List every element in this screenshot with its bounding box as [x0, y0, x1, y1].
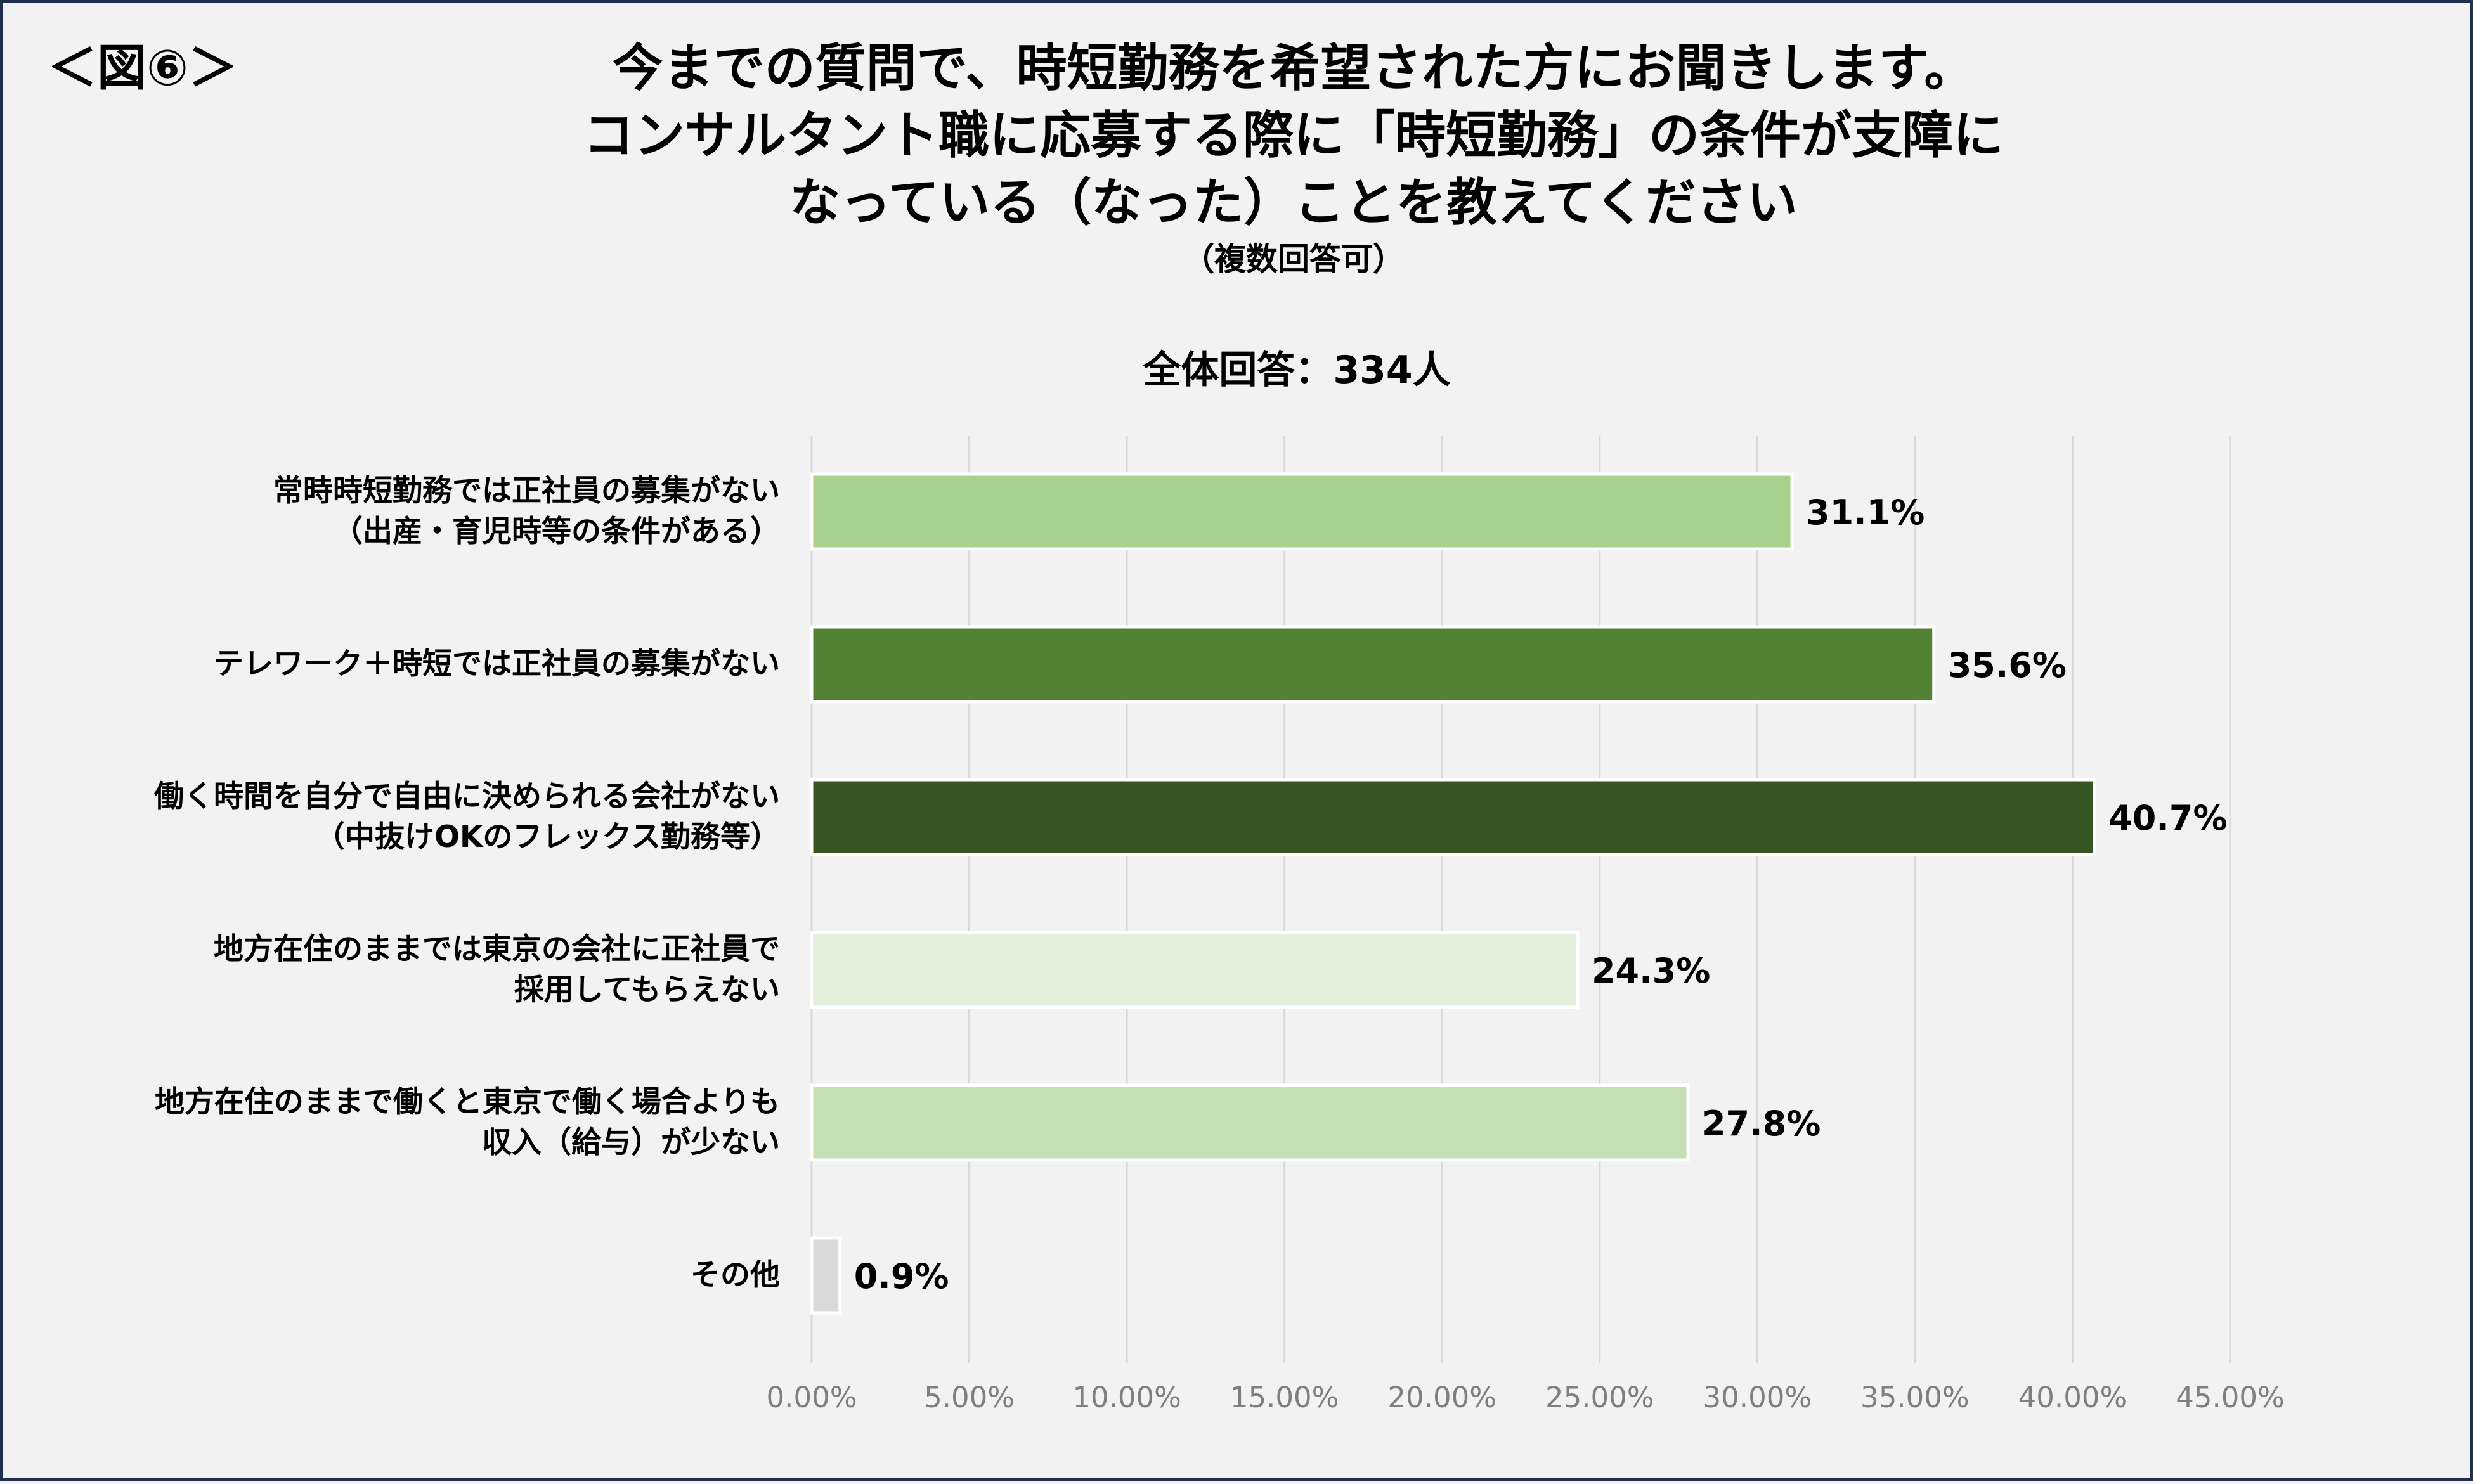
category-label: 地方在住のままで働くと東京で働く場合よりも収入（給与）が少ない [19, 1082, 780, 1163]
category-label-line: その他 [691, 1258, 780, 1293]
category-label-line: テレワーク＋時短では正社員の募集がない [214, 647, 780, 681]
bar-chart: 0.00% 5.00% 10.00% 15.00% 20.00% 25.00% 30.00%… [767, 436, 2285, 1414]
data-label: 0.9% [854, 1256, 949, 1296]
bar [810, 778, 2096, 856]
bar [810, 1083, 1690, 1162]
category-label-line: 収入（給与）が少ない [482, 1125, 780, 1160]
category-label-line: 働く時間を自分で自由に決められる会社がない [154, 779, 780, 814]
x-tick-label: 25.00% [1545, 1381, 1654, 1414]
title-line-3: なっている（なった）ことを教えてください [789, 173, 1798, 232]
x-tick-label: 40.00% [2018, 1381, 2127, 1414]
category-label-line: （出産・育児時等の条件がある） [333, 514, 780, 549]
category-label-line: （中抜けOKのフレックス勤務等） [315, 820, 780, 855]
x-tick-label: 45.00% [2176, 1381, 2285, 1414]
category-label-line: 採用してもらえない [514, 972, 780, 1007]
category-label-line: 地方在住のままでは東京の会社に正社員で [214, 932, 780, 967]
title-note: （複数回答可） [1183, 241, 1405, 278]
data-label: 24.3% [1592, 951, 1710, 991]
category-label: テレワーク＋時短では正社員の募集がない [19, 644, 780, 685]
x-tick-label: 15.00% [1230, 1381, 1339, 1414]
bar [810, 931, 1580, 1009]
category-label: 働く時間を自分で自由に決められる会社がない （中抜けOKのフレックス勤務等） [19, 777, 780, 858]
x-tick-label: 0.00% [767, 1381, 857, 1414]
data-label: 27.8% [1702, 1104, 1821, 1144]
x-tick-label: 20.00% [1387, 1381, 1496, 1414]
category-label-line: 常時時短勤務では正社員の募集がない [273, 474, 780, 508]
figure-label: ＜図⑥＞ [48, 40, 238, 97]
category-label-line: 地方在住のままで働くと東京で働く場合よりも [154, 1085, 780, 1119]
x-tick-label: 30.00% [1703, 1381, 1812, 1414]
data-label: 31.1% [1806, 493, 1925, 532]
category-label: 地方在住のままでは東京の会社に正社員で採用してもらえない [19, 929, 780, 1010]
data-label: 40.7% [2108, 798, 2227, 838]
category-label: その他 [19, 1255, 780, 1296]
bar [810, 472, 1794, 551]
bar [810, 625, 1936, 704]
chart-title: 今までの質問で、時短勤務を希望された方にお聞きします。 コンサルタント職に応募す… [320, 35, 2267, 280]
title-line-1: 今までの質問で、時短勤務を希望された方にお聞きします。 [612, 39, 1975, 98]
x-tick-label: 35.00% [1860, 1381, 1970, 1414]
x-tick-label: 5.00% [924, 1381, 1015, 1414]
title-line-2: コンサルタント職に応募する際に「時短勤務」の条件が支障に [583, 106, 2004, 165]
data-label: 35.6% [1948, 645, 2067, 685]
bar [810, 1236, 842, 1315]
total-respondents-label: 全体回答：334人 [1143, 348, 1451, 392]
x-tick-label: 10.00% [1072, 1381, 1181, 1414]
category-label: 常時時短勤務では正社員の募集がない （出産・育児時等の条件がある） [19, 471, 780, 552]
